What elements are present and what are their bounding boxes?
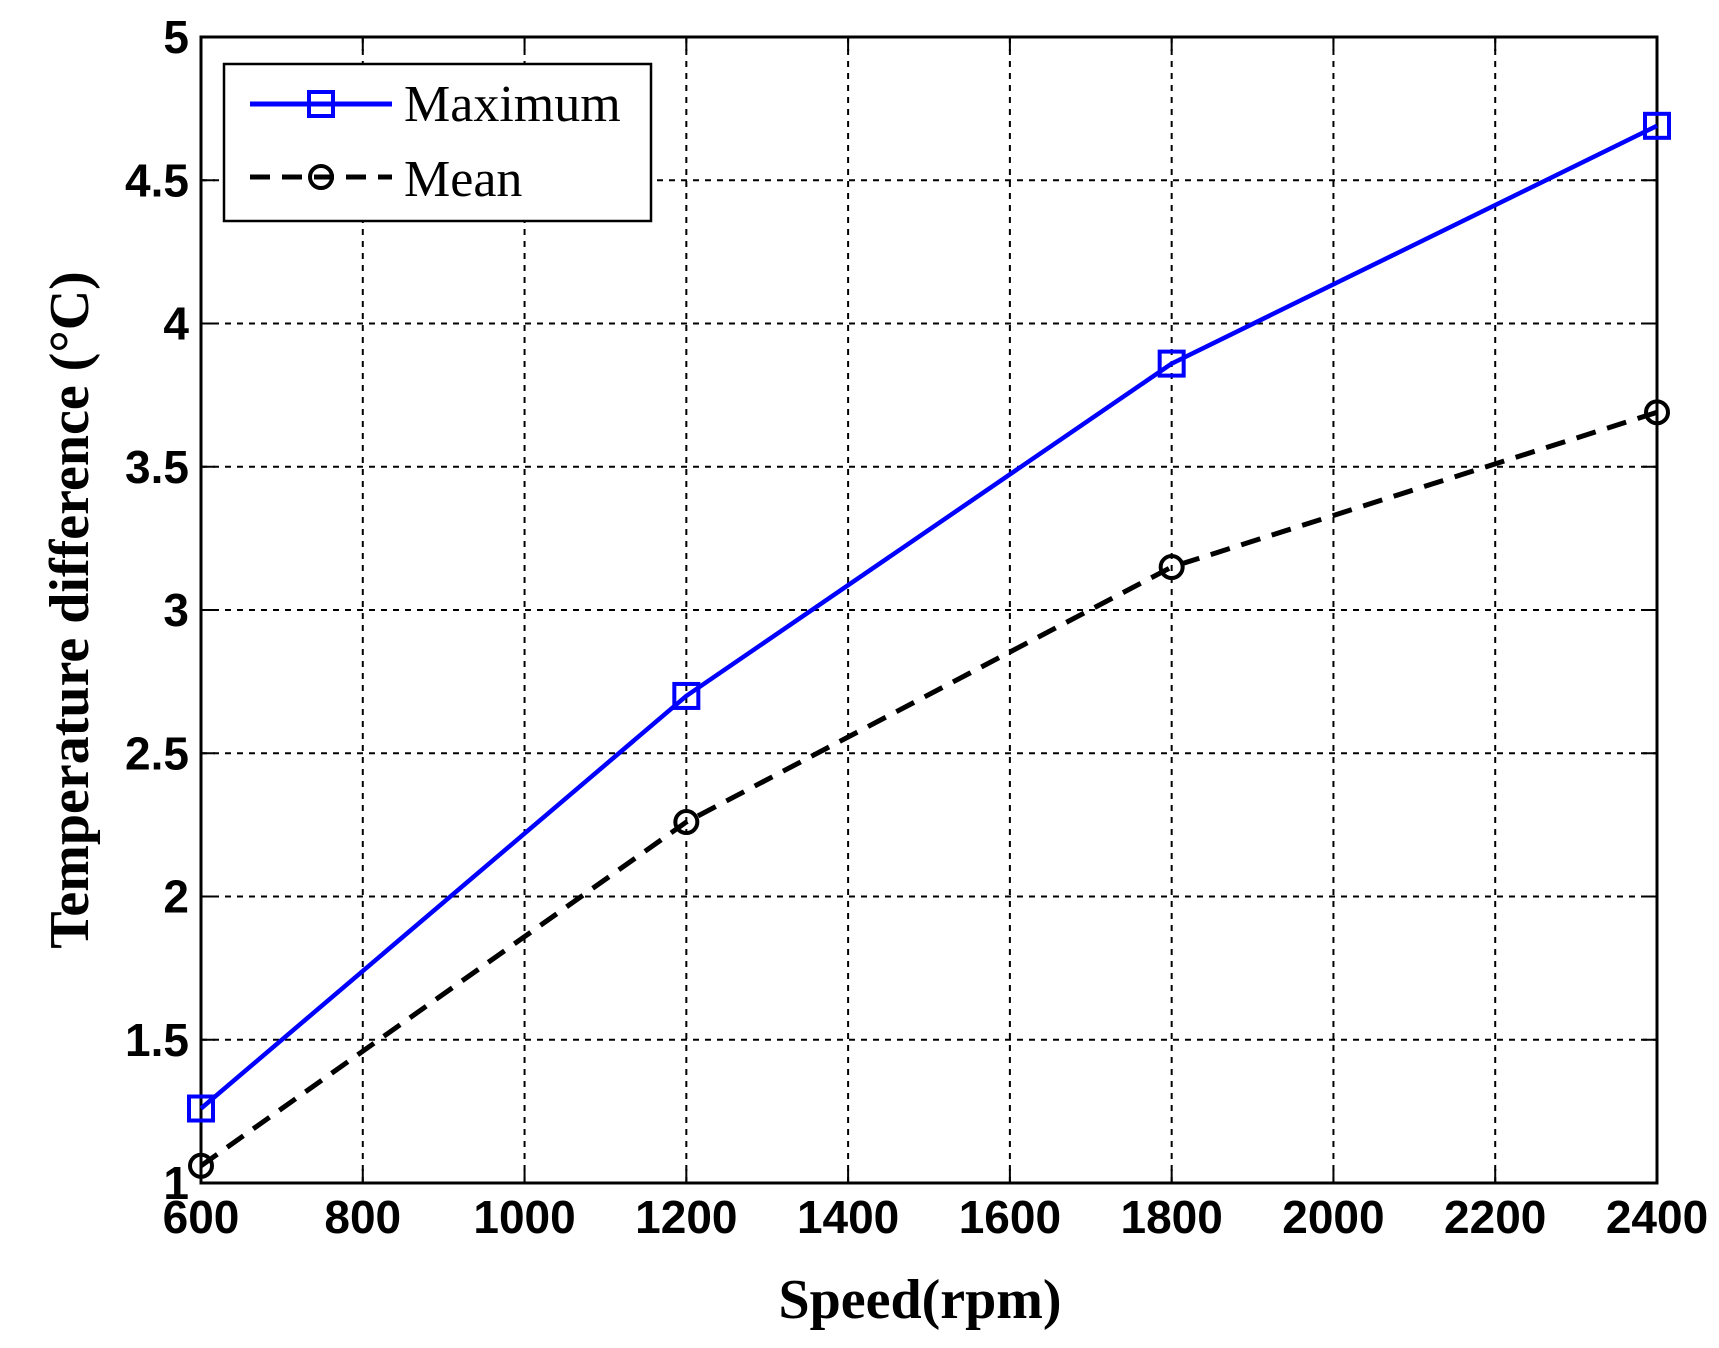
x-tick-label: 1000: [473, 1191, 575, 1243]
data-point-mean: [1644, 399, 1670, 426]
y-tick-label: 1.5: [125, 1014, 189, 1066]
series-layer: [187, 111, 1671, 1179]
x-tick-label: 2000: [1282, 1191, 1384, 1243]
legend-marker-maximum: [307, 90, 335, 118]
axis-ticks: 600 800 1000 1200 1400 1600 1800 2000 2200 2400 1 1…: [125, 11, 1708, 1243]
y-tick-label: 4.5: [125, 154, 189, 206]
legend-marker-mean: [308, 164, 334, 190]
data-point-mean: [1158, 554, 1185, 581]
y-axis-title: Temperature difference (°C): [39, 271, 101, 949]
data-point-mean: [188, 1152, 214, 1179]
x-tick-label: 1800: [1120, 1191, 1222, 1243]
x-tick-label: 1200: [635, 1191, 737, 1243]
x-tick-label: 600: [163, 1191, 240, 1243]
legend-label-maximum: Maximum: [404, 76, 621, 133]
data-point-mean: [673, 809, 700, 836]
x-tick-label: 2200: [1444, 1191, 1546, 1243]
x-tick-label: 2400: [1606, 1191, 1708, 1243]
x-axis-title: Speed(rpm): [778, 1269, 1061, 1331]
legend: Maximum Mean: [222, 62, 653, 223]
x-tick-label: 800: [324, 1191, 401, 1243]
x-tick-label: 1600: [959, 1191, 1061, 1243]
y-tick-label: 2.5: [125, 727, 189, 779]
series-line-maximum: [199, 123, 1658, 1111]
y-tick-label: 3: [163, 584, 189, 636]
data-point-maximum: [187, 1094, 215, 1123]
series-line-mean: [199, 409, 1658, 1168]
data-point-maximum: [1157, 349, 1186, 378]
y-tick-label: 5: [163, 11, 189, 63]
x-tick-label: 1400: [797, 1191, 899, 1243]
y-tick-label: 3.5: [125, 441, 189, 493]
y-tick-label: 1: [163, 1157, 189, 1209]
data-point-maximum: [672, 681, 701, 710]
data-point-maximum: [1643, 111, 1671, 140]
legend-label-mean: Mean: [404, 151, 522, 208]
legend-box: [222, 62, 653, 223]
y-tick-label: 2: [163, 871, 189, 923]
y-tick-label: 4: [163, 298, 189, 350]
